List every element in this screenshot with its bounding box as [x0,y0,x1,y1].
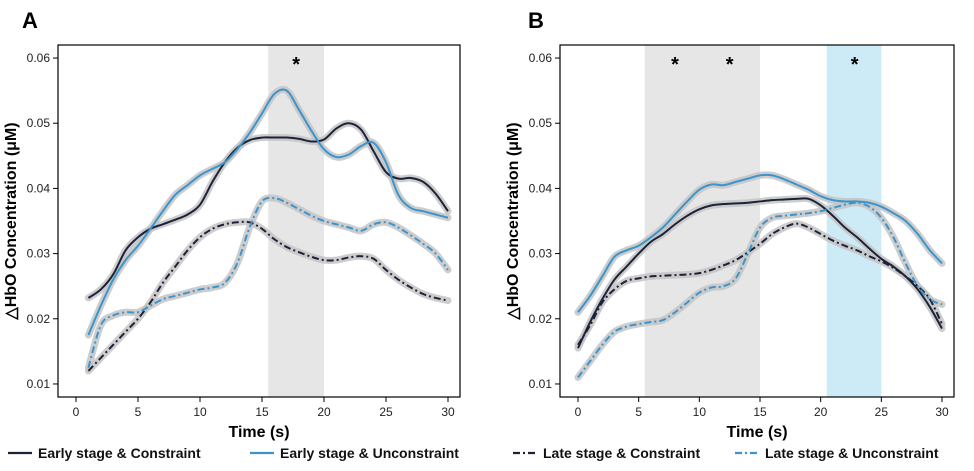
significance-star: * [726,54,734,76]
y-tick-label: 0.06 [27,51,51,65]
series-line [87,220,449,372]
series-line [87,196,449,368]
legend-item: Early stage & Constraint [8,445,201,461]
x-tick-label: 15 [753,405,767,419]
panel-a: A * 0 5 10 15 20 25 30 0.01 0.02 0.03 0.04 0.05 0.06 Ti… [3,8,461,441]
x-tick-label: 15 [255,405,269,419]
legend-item: Late stage & Unconstraint [735,445,939,461]
y-tick-label: 0.04 [529,181,553,195]
x-tick-label: 0 [575,405,582,419]
y-tick-label: 0.05 [27,116,51,130]
y-tick-label: 0.05 [529,116,553,130]
series-line [577,222,943,346]
x-tick-label: 10 [193,405,207,419]
series-line [577,197,943,349]
y-tick-label: 0.04 [27,181,51,195]
significance-star: * [851,54,859,76]
x-tick-label: 5 [635,405,642,419]
legend-item: Early stage & Unconstraint [250,445,459,461]
panel-letter: B [528,8,544,33]
x-axis-title: Time (s) [726,424,787,441]
series-line [87,88,449,336]
y-tick-label: 0.01 [27,377,51,391]
significance-star: * [671,54,679,76]
x-tick-label: 25 [875,405,889,419]
x-tick-label: 30 [441,405,455,419]
y-axis-title: △HbO Concentration (μM) [505,122,522,320]
plot-frame [57,44,461,398]
x-tick-label: 20 [814,405,828,419]
legend-label: Late stage & Unconstraint [765,445,939,461]
y-tick-label: 0.01 [529,377,553,391]
legend-label: Late stage & Constraint [543,445,700,461]
series-line [577,173,943,313]
x-axis-title: Time (s) [228,424,289,441]
y-tick-label: 0.06 [529,51,553,65]
y-tick-label: 0.02 [27,312,51,326]
significance-star: * [292,54,300,76]
x-tick-label: 20 [317,405,331,419]
plot-frame [559,44,955,398]
panel-letter: A [22,8,38,33]
x-tick-label: 30 [935,405,949,419]
y-tick-label: 0.03 [529,247,553,261]
y-axis-title: △HbO Concentration (μM) [3,122,20,320]
x-tick-label: 25 [379,405,393,419]
panel-b: B * * * 0 5 10 15 20 25 30 0.01 0.02 0.03 0.04 0.05 0.06… [505,8,955,441]
legend-label: Early stage & Unconstraint [280,445,459,461]
series-line [577,201,943,379]
legend-item: Late stage & Constraint [513,445,700,461]
x-tick-label: 5 [135,405,142,419]
y-tick-label: 0.03 [27,247,51,261]
highlight-band [644,45,760,397]
x-tick-label: 0 [73,405,80,419]
x-tick-label: 10 [693,405,707,419]
legend: Early stage & Constraint Early stage & Un… [8,445,939,461]
legend-label: Early stage & Constraint [38,445,201,461]
y-tick-label: 0.02 [529,312,553,326]
